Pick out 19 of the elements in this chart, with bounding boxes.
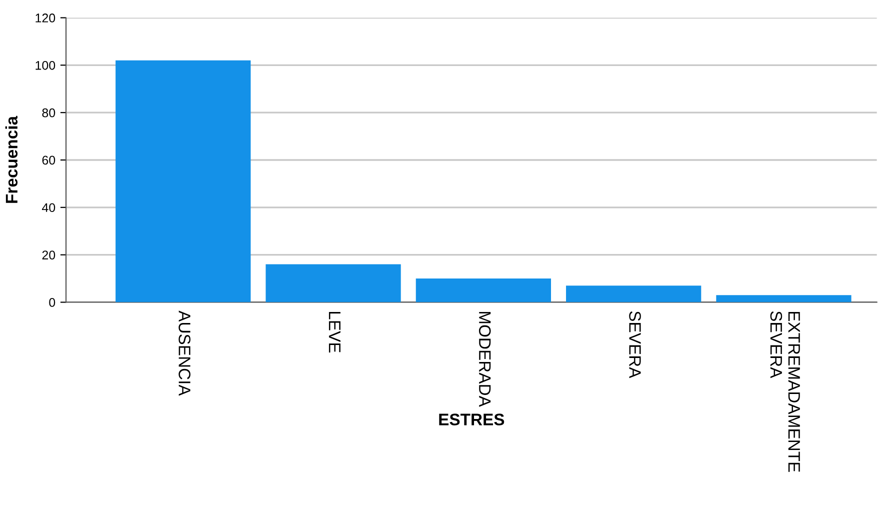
bar [416,278,552,302]
y-tick-label: 60 [42,156,56,165]
x-tick-label: MODERADA [478,312,491,407]
bar [116,60,251,302]
x-tick-label: AUSENCIA [178,310,190,396]
y-tick-label: 80 [42,108,56,118]
y-tick-label: 0 [49,298,56,307]
x-tick-label: LEVE [328,312,340,352]
x-tick-label: SEVERA [629,311,641,378]
bar [716,295,852,302]
x-axis-title: ESTRES [439,414,504,426]
y-tick-label: 100 [36,60,56,70]
y-tick-label: 120 [36,14,56,22]
y-axis-title: Frecuencia [5,116,18,203]
bar [566,286,702,302]
x-tick-label: EXTREMADAMENTE SEVERA [770,311,800,472]
y-tick-label: 20 [42,250,56,260]
y-tick-label: 40 [42,203,56,212]
bar [266,264,401,302]
